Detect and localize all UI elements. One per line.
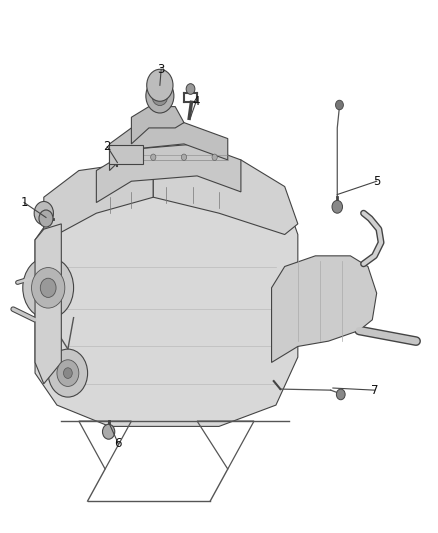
Circle shape bbox=[332, 200, 343, 213]
Text: 5: 5 bbox=[373, 175, 380, 188]
Circle shape bbox=[40, 278, 56, 297]
Circle shape bbox=[64, 368, 72, 378]
Circle shape bbox=[32, 268, 65, 308]
Circle shape bbox=[102, 424, 115, 439]
Circle shape bbox=[336, 100, 343, 110]
Polygon shape bbox=[131, 107, 184, 144]
Circle shape bbox=[336, 389, 345, 400]
Circle shape bbox=[39, 210, 53, 227]
Text: 3: 3 bbox=[158, 63, 165, 76]
Polygon shape bbox=[96, 144, 241, 203]
Polygon shape bbox=[35, 224, 61, 384]
Text: 6: 6 bbox=[114, 437, 122, 450]
Circle shape bbox=[48, 349, 88, 397]
Polygon shape bbox=[272, 256, 377, 362]
Circle shape bbox=[57, 360, 79, 386]
Circle shape bbox=[146, 79, 174, 113]
Circle shape bbox=[147, 69, 173, 101]
Polygon shape bbox=[153, 160, 298, 235]
Text: 1: 1 bbox=[20, 196, 28, 209]
Polygon shape bbox=[44, 160, 153, 240]
Text: 4: 4 bbox=[192, 95, 200, 108]
Polygon shape bbox=[110, 123, 228, 171]
Circle shape bbox=[212, 154, 217, 160]
Circle shape bbox=[151, 154, 156, 160]
Circle shape bbox=[186, 84, 195, 94]
Circle shape bbox=[181, 154, 187, 160]
Text: 2: 2 bbox=[103, 140, 111, 153]
Text: 7: 7 bbox=[371, 384, 378, 397]
FancyBboxPatch shape bbox=[109, 145, 143, 164]
Circle shape bbox=[23, 257, 74, 319]
Circle shape bbox=[34, 201, 53, 225]
Circle shape bbox=[120, 154, 125, 160]
Polygon shape bbox=[35, 160, 298, 426]
Circle shape bbox=[152, 86, 168, 106]
